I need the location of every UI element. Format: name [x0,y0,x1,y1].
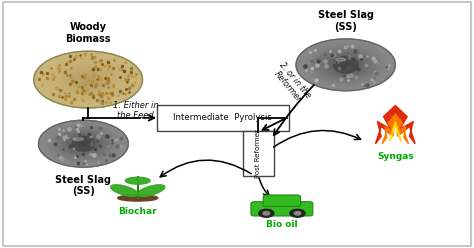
FancyBboxPatch shape [3,2,471,246]
Circle shape [77,140,90,147]
Circle shape [301,41,391,88]
Circle shape [84,78,92,82]
Circle shape [306,44,385,86]
Circle shape [52,61,124,98]
Text: Intermediate  Pyrolysis: Intermediate Pyrolysis [173,113,272,122]
Circle shape [59,131,108,157]
Circle shape [79,141,88,146]
Circle shape [341,62,351,67]
Circle shape [68,135,99,152]
Circle shape [38,120,128,167]
Circle shape [43,123,124,165]
Circle shape [34,51,143,108]
FancyBboxPatch shape [251,202,313,216]
FancyBboxPatch shape [243,131,273,176]
Circle shape [37,53,139,106]
Circle shape [47,125,119,162]
Circle shape [52,127,115,160]
Circle shape [290,209,305,217]
Circle shape [296,39,395,91]
Circle shape [34,51,143,108]
Text: Syngas: Syngas [377,152,414,161]
Text: Biochar: Biochar [118,207,157,216]
Circle shape [81,143,86,145]
FancyBboxPatch shape [263,195,301,206]
Circle shape [45,57,132,102]
Circle shape [70,70,106,89]
Circle shape [294,212,301,215]
FancyBboxPatch shape [156,105,289,131]
Ellipse shape [74,138,83,140]
Ellipse shape [118,195,158,201]
Ellipse shape [137,185,165,196]
Text: Woody
Biomass: Woody Biomass [65,22,111,44]
Circle shape [41,55,135,104]
Text: 2. or in the
Reformer: 2. or in the Reformer [270,60,313,106]
Circle shape [319,51,373,79]
Circle shape [313,48,378,82]
Circle shape [54,128,113,159]
Ellipse shape [336,58,346,61]
Circle shape [328,56,363,74]
Text: Steel Slag
(SS): Steel Slag (SS) [318,10,374,31]
Circle shape [45,124,121,164]
Text: Post Reformer: Post Reformer [255,129,261,178]
Circle shape [303,43,388,87]
Ellipse shape [72,136,95,151]
Circle shape [336,60,356,70]
Circle shape [343,63,348,66]
Ellipse shape [333,56,358,73]
Circle shape [311,47,381,83]
Circle shape [72,138,95,150]
Circle shape [333,58,358,71]
Circle shape [73,72,102,87]
Circle shape [63,66,113,93]
Circle shape [316,49,375,80]
Circle shape [55,62,121,97]
Circle shape [61,132,106,155]
Circle shape [56,130,110,158]
Circle shape [77,74,99,85]
Circle shape [259,209,274,217]
Circle shape [48,59,128,100]
Ellipse shape [126,177,150,184]
Circle shape [263,212,270,215]
Circle shape [66,68,110,91]
Circle shape [338,61,353,69]
Circle shape [81,76,95,83]
Circle shape [326,55,365,75]
Polygon shape [382,114,409,144]
Polygon shape [390,122,401,141]
Circle shape [63,133,104,154]
Polygon shape [375,105,415,144]
Text: Bio oil: Bio oil [266,220,298,229]
Text: Steel Slag
(SS): Steel Slag (SS) [55,175,111,196]
Circle shape [296,39,395,91]
Circle shape [323,53,368,76]
Circle shape [50,126,117,161]
Circle shape [299,40,393,90]
Circle shape [321,52,371,78]
Ellipse shape [110,185,138,196]
Circle shape [65,134,101,153]
Circle shape [74,139,92,148]
Circle shape [59,64,117,95]
Circle shape [38,120,128,167]
Circle shape [309,45,383,84]
Circle shape [41,122,126,166]
Circle shape [331,57,361,73]
Text: 1. Either in
the Feed: 1. Either in the Feed [113,101,158,120]
Circle shape [70,137,97,151]
